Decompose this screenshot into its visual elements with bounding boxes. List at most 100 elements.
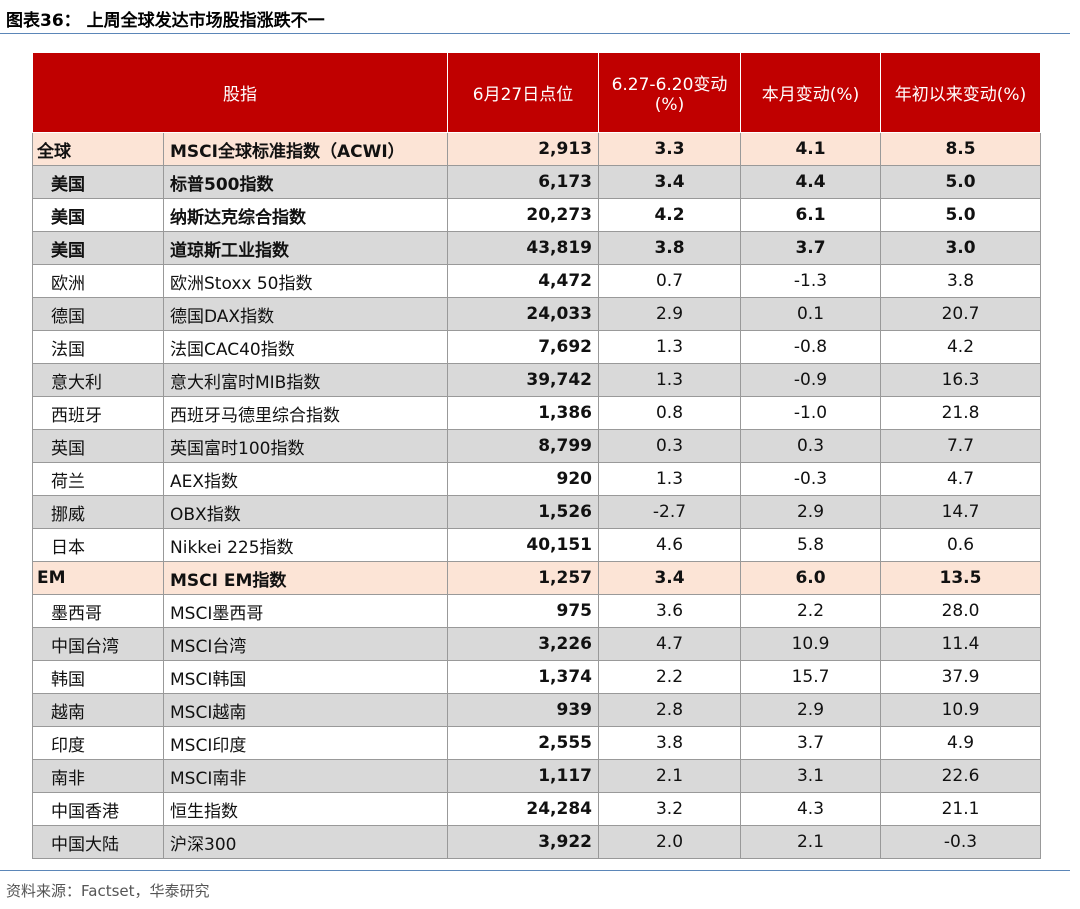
cell: 荷兰 [32, 462, 164, 496]
table-row: 美国 纳斯达克综合指数 20,273 4.2 6.1 5.0 [32, 198, 1041, 232]
cell: 8.5 [880, 132, 1041, 166]
cell: 24,284 [447, 792, 599, 826]
cell: 0.3 [740, 429, 881, 463]
cell: 10.9 [880, 693, 1041, 727]
cell: 13.5 [880, 561, 1041, 595]
cell: 中国台湾 [32, 627, 164, 661]
cell: 39,742 [447, 363, 599, 397]
table-row: 南非 MSCI南非 1,117 2.1 3.1 22.6 [32, 759, 1041, 793]
cell: 德国DAX指数 [163, 297, 448, 331]
cell: 16.3 [880, 363, 1041, 397]
cell: 意大利富时MIB指数 [163, 363, 448, 397]
cell: 2.0 [598, 825, 741, 859]
cell: 沪深300 [163, 825, 448, 859]
table-row: 日本 Nikkei 225指数 40,151 4.6 5.8 0.6 [32, 528, 1041, 562]
cell: 37.9 [880, 660, 1041, 694]
cell: 3.3 [598, 132, 741, 166]
table: 股指 6月27日点位 6.27-6.20变动 (%) 本月变动(%) 年初以来变动(%)… [32, 52, 1041, 859]
cell: 欧洲Stoxx 50指数 [163, 264, 448, 298]
cell: 中国大陆 [32, 825, 164, 859]
cell: 1.3 [598, 462, 741, 496]
table-row: 中国香港 恒生指数 24,284 3.2 4.3 21.1 [32, 792, 1041, 826]
cell: 6,173 [447, 165, 599, 199]
cell: 法国CAC40指数 [163, 330, 448, 364]
column-header: 本月变动(%) [740, 52, 881, 133]
cell: MSCI全球标准指数（ACWI） [163, 132, 448, 166]
cell: 4.7 [880, 462, 1041, 496]
cell: 20,273 [447, 198, 599, 232]
cell: -0.3 [880, 825, 1041, 859]
source: 资料来源：Factset，华泰研究 [6, 882, 210, 900]
cell: 纳斯达克综合指数 [163, 198, 448, 232]
cell: 英国富时100指数 [163, 429, 448, 463]
cell: 3.8 [598, 231, 741, 265]
cell: 2,913 [447, 132, 599, 166]
column-header: 6.27-6.20变动 (%) [598, 52, 741, 133]
cell: 1,117 [447, 759, 599, 793]
cell: 2.2 [740, 594, 881, 628]
column-header: 6月27日点位 [447, 52, 599, 133]
cell: -2.7 [598, 495, 741, 529]
cell: 欧洲 [32, 264, 164, 298]
table-row: 韩国 MSCI韩国 1,374 2.2 15.7 37.9 [32, 660, 1041, 694]
cell: 3.4 [598, 561, 741, 595]
cell: 2,555 [447, 726, 599, 760]
cell: 21.1 [880, 792, 1041, 826]
cell: 7.7 [880, 429, 1041, 463]
cell: 日本 [32, 528, 164, 562]
cell: 美国 [32, 231, 164, 265]
cell: 7,692 [447, 330, 599, 364]
cell: MSCI墨西哥 [163, 594, 448, 628]
cell: 22.6 [880, 759, 1041, 793]
cell: 14.7 [880, 495, 1041, 529]
table-body: 全球 MSCI全球标准指数（ACWI） 2,913 3.3 4.1 8.5 美国 标普500指… [32, 132, 1041, 859]
cell: 1,386 [447, 396, 599, 430]
cell: 5.0 [880, 165, 1041, 199]
cell: 2.9 [740, 495, 881, 529]
table-row: 全球 MSCI全球标准指数（ACWI） 2,913 3.3 4.1 8.5 [32, 132, 1041, 166]
table-row: 西班牙 西班牙马德里综合指数 1,386 0.8 -1.0 21.8 [32, 396, 1041, 430]
cell: 5.0 [880, 198, 1041, 232]
cell: 印度 [32, 726, 164, 760]
cell: 标普500指数 [163, 165, 448, 199]
cell: 2.9 [740, 693, 881, 727]
table-row: 印度 MSCI印度 2,555 3.8 3.7 4.9 [32, 726, 1041, 760]
cell: 3,226 [447, 627, 599, 661]
cell: 道琼斯工业指数 [163, 231, 448, 265]
table-row: 欧洲 欧洲Stoxx 50指数 4,472 0.7 -1.3 3.8 [32, 264, 1041, 298]
cell: MSCI南非 [163, 759, 448, 793]
cell: 西班牙马德里综合指数 [163, 396, 448, 430]
cell: 4.4 [740, 165, 881, 199]
cell: 英国 [32, 429, 164, 463]
cell: 0.1 [740, 297, 881, 331]
cell: 中国香港 [32, 792, 164, 826]
cell: 11.4 [880, 627, 1041, 661]
cell: MSCI越南 [163, 693, 448, 727]
table-row: 美国 道琼斯工业指数 43,819 3.8 3.7 3.0 [32, 231, 1041, 265]
cell: 美国 [32, 198, 164, 232]
cell: 975 [447, 594, 599, 628]
cell: 3,922 [447, 825, 599, 859]
table-row: 荷兰 AEX指数 920 1.3 -0.3 4.7 [32, 462, 1041, 496]
cell: 3.7 [740, 231, 881, 265]
rule [0, 870, 1070, 871]
cell: 3.7 [740, 726, 881, 760]
cell: 4.3 [740, 792, 881, 826]
cell: 2.8 [598, 693, 741, 727]
cell: 2.1 [598, 759, 741, 793]
cell: 939 [447, 693, 599, 727]
cell: 20.7 [880, 297, 1041, 331]
cell: 10.9 [740, 627, 881, 661]
cell: 6.0 [740, 561, 881, 595]
cell: EM [32, 561, 164, 595]
cell: 6.1 [740, 198, 881, 232]
cell: 3.6 [598, 594, 741, 628]
cell: 南非 [32, 759, 164, 793]
cell: 4.7 [598, 627, 741, 661]
cell: 全球 [32, 132, 164, 166]
cell: AEX指数 [163, 462, 448, 496]
column-header: 股指 [32, 52, 448, 133]
cell: 4,472 [447, 264, 599, 298]
table-row: 墨西哥 MSCI墨西哥 975 3.6 2.2 28.0 [32, 594, 1041, 628]
title: 图表36： 上周全球发达市场股指涨跌不一 [6, 11, 325, 31]
